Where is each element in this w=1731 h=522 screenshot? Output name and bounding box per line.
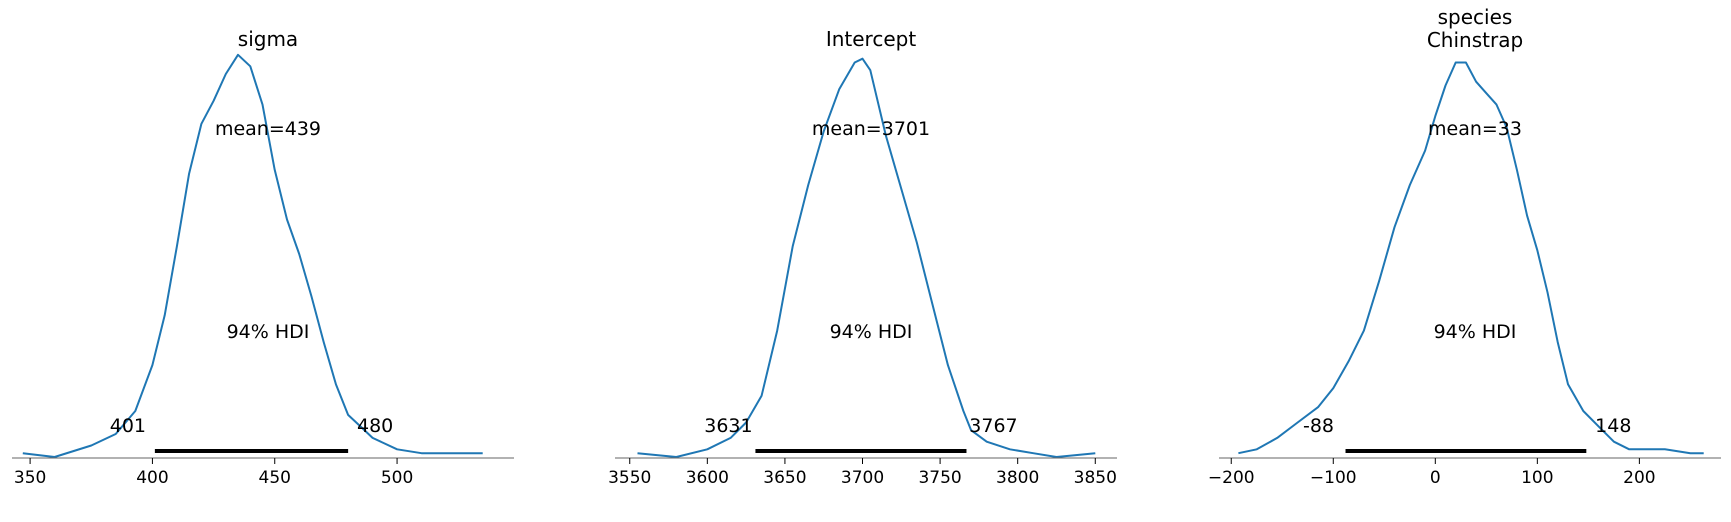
x-tick-label: 450 (259, 468, 291, 488)
x-tick-label: 350 (14, 468, 46, 488)
hdi-label: 94% HDI (1434, 321, 1517, 343)
hdi-upper-label: 148 (1595, 415, 1631, 437)
panel-title-line: sigma (238, 27, 298, 51)
hdi-upper-label: 3767 (969, 415, 1017, 437)
x-tick-label: 0 (1430, 468, 1441, 488)
x-tick-label: 3550 (608, 468, 651, 488)
hdi-lower-label: -88 (1303, 415, 1334, 437)
hdi-upper-label: 480 (357, 415, 393, 437)
x-tick-label: 3700 (841, 468, 884, 488)
x-tick-label: −100 (1310, 468, 1357, 488)
mean-label: mean=439 (215, 118, 321, 140)
panel-title-line: Intercept (826, 27, 917, 51)
x-tick-label: 3800 (996, 468, 1039, 488)
hdi-label: 94% HDI (830, 321, 913, 343)
x-tick-label: 3850 (1074, 468, 1117, 488)
panel-title-line: Chinstrap (1427, 28, 1523, 52)
x-tick-label: 500 (381, 468, 413, 488)
mean-label: mean=3701 (812, 118, 930, 140)
density-curve (22, 53, 483, 458)
hdi-label: 94% HDI (227, 321, 310, 343)
posterior-panel-2: Intercept mean=3701 94% HDI 3631 3767 3550 360… (608, 27, 1117, 488)
x-tick-label: 400 (136, 468, 168, 488)
x-tick-label: −200 (1208, 468, 1255, 488)
density-curve (637, 57, 1096, 458)
mean-label: mean=33 (1428, 118, 1522, 140)
x-tick-label: 3750 (918, 468, 961, 488)
hdi-lower-label: 3631 (704, 415, 752, 437)
x-tick-label: 3600 (686, 468, 729, 488)
hdi-lower-label: 401 (110, 415, 146, 437)
panel-title-line: species (1438, 5, 1513, 29)
posterior-panel-1: sigma mean=439 94% HDI 401 480 350 400 450 500 (12, 27, 514, 488)
x-tick-label: 3650 (763, 468, 806, 488)
x-tick-label: 200 (1623, 468, 1655, 488)
density-curve (1238, 61, 1704, 455)
x-tick-label: 100 (1521, 468, 1553, 488)
